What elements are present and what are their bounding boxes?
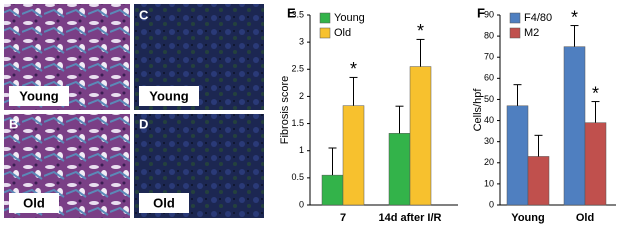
legend-label: Young: [334, 12, 365, 24]
bar: [388, 133, 411, 206]
bar: [321, 174, 344, 206]
figure: Young B Old C Young D Old E Fibrosis scor…: [4, 4, 616, 224]
panel-letter: D: [139, 116, 148, 131]
x-tick-label: Young: [511, 212, 544, 224]
y-tick-label: 3: [299, 37, 304, 47]
image-panel: Young: [4, 4, 130, 110]
legend-swatch: [509, 12, 521, 24]
x-tick-label: 14d after I/R: [379, 212, 442, 224]
y-tick-label: 40: [484, 115, 494, 125]
significance: *: [571, 7, 578, 27]
image-label: Old: [153, 195, 175, 210]
panel-letter: E: [287, 5, 296, 20]
legend-label: Old: [334, 27, 351, 39]
y-tick-label: 0.5: [291, 172, 304, 182]
image-label: Young: [19, 88, 59, 103]
y-tick-label: 1: [299, 145, 304, 155]
bar: [506, 105, 529, 206]
x-tick-label: Old: [576, 212, 594, 224]
label-box: [9, 193, 59, 213]
image-panel: B Old: [4, 114, 130, 218]
y-tick-label: 0: [299, 199, 304, 209]
y-axis-label: Cells/hpf: [472, 88, 484, 132]
label-box: [139, 86, 199, 106]
panel-letter: B: [9, 116, 18, 131]
y-tick-label: 60: [484, 73, 494, 83]
image-label: Young: [149, 88, 189, 103]
label-box: [9, 86, 69, 106]
x-tick-label: 7: [340, 212, 346, 224]
legend-label: M2: [524, 27, 539, 39]
y-tick-label: 10: [484, 178, 494, 188]
y-tick-label: 80: [484, 30, 494, 40]
y-tick-label: 90: [484, 9, 494, 19]
bar: [584, 122, 607, 206]
bar: [409, 66, 432, 206]
significance: *: [592, 83, 599, 103]
bar: [527, 156, 550, 206]
significance: *: [417, 21, 424, 41]
y-tick-label: 20: [484, 157, 494, 167]
legend-label: F4/80: [524, 12, 552, 24]
image-label: Old: [23, 195, 45, 210]
y-tick-label: 3.5: [291, 9, 304, 19]
y-tick-label: 2.5: [291, 64, 304, 74]
y-tick-label: 2: [299, 91, 304, 101]
label-box: [139, 193, 189, 213]
image-panel: D Old: [134, 114, 264, 218]
legend-swatch: [319, 27, 331, 39]
y-tick-label: 0: [489, 199, 494, 209]
panel-letter: C: [139, 7, 149, 22]
y-axis-label: Fibrosis score: [279, 76, 291, 144]
significance: *: [350, 59, 357, 79]
bar: [342, 105, 365, 206]
panel-letter: F: [477, 5, 485, 20]
y-tick-label: 30: [484, 136, 494, 146]
y-tick-label: 70: [484, 52, 494, 62]
image-panel: C Young: [134, 4, 264, 110]
legend-swatch: [509, 27, 521, 39]
y-tick-label: 1.5: [291, 118, 304, 128]
bar: [563, 46, 586, 206]
y-tick-label: 50: [484, 94, 494, 104]
legend-swatch: [319, 12, 331, 24]
